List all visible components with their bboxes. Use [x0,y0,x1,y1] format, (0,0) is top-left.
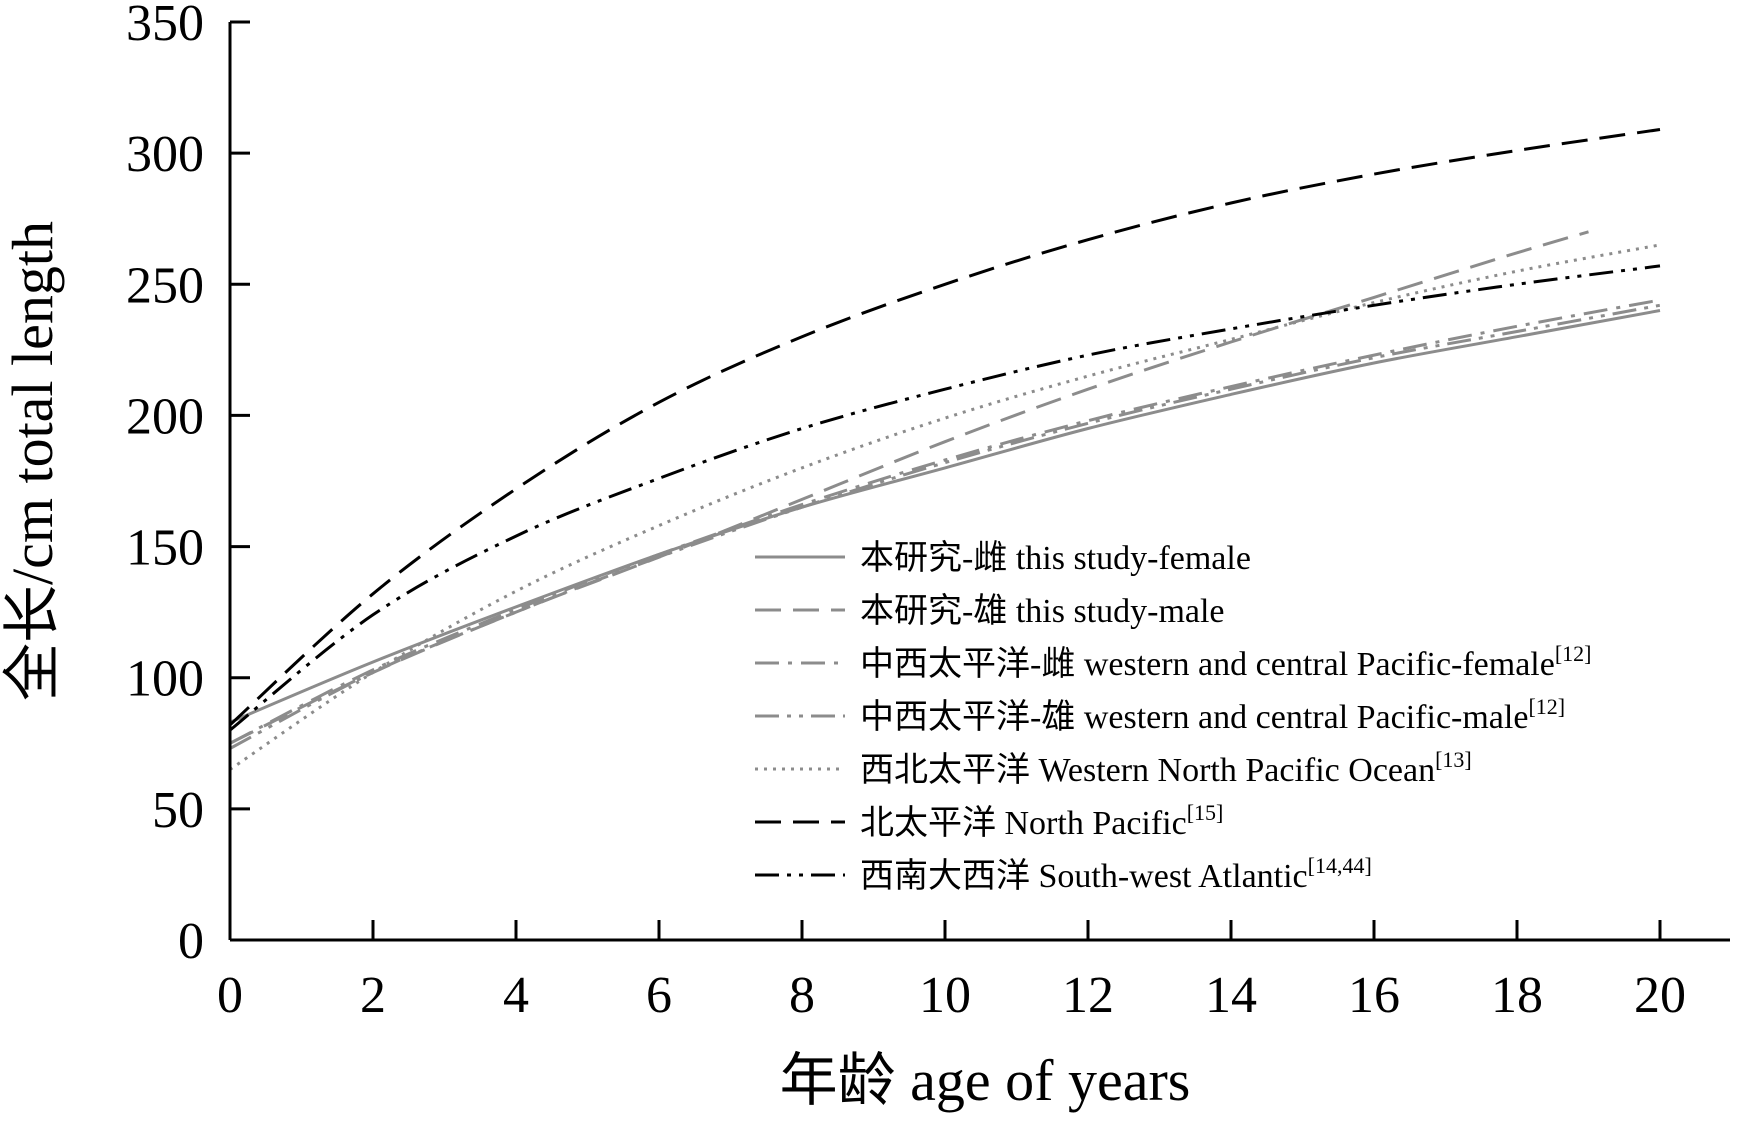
legend-entry: 本研究-雄 this study-male [860,592,1225,630]
x-axis-title: 年龄 age of years [780,1048,1191,1113]
y-tick-label: 50 [152,782,204,839]
y-tick-label: 300 [126,126,204,183]
x-tick-label: 2 [360,967,386,1024]
legend-entry: 北太平洋 North Pacific[15] [860,800,1223,842]
legend-reference: [12] [1528,694,1565,719]
legend: 本研究-雌 this study-female 本研究-雄 this study-… [755,539,1592,895]
legend-entry: 西北太平洋 Western North Pacific Ocean[13] [860,747,1472,789]
series-line-4 [229,303,1661,750]
legend-entry: 中西太平洋-雄 western and central Pacific-male… [860,694,1565,736]
x-ticks: 0 2 4 6 8 10 12 14 16 18 20 [217,920,1686,1024]
x-tick-label: 12 [1062,967,1114,1024]
x-tick-label: 20 [1634,967,1686,1024]
series-line-1 [229,309,1661,724]
plot-lines [228,128,1661,771]
x-tick-label: 4 [503,967,529,1024]
x-tick-label: 14 [1205,967,1257,1024]
x-tick-label: 8 [789,967,815,1024]
axes [228,22,1730,942]
legend-label: 北太平洋 North Pacific [860,804,1187,842]
y-tick-label: 200 [126,388,204,445]
x-tick-label: 16 [1348,967,1400,1024]
series-line-6 [228,128,1661,727]
series-line-3 [229,298,1661,745]
legend-reference: [14,44] [1308,853,1372,878]
y-tick-label: 0 [178,913,204,970]
legend-reference: [12] [1555,641,1592,666]
legend-label: 中西太平洋-雌 western and central Pacific-fema… [860,645,1555,683]
x-tick-label: 10 [919,967,971,1024]
x-tick-label: 18 [1491,967,1543,1024]
y-tick-label: 150 [126,520,204,577]
y-axis-title: 全长/cm total length [0,221,65,701]
series-line-2 [229,230,1589,745]
legend-label: 中西太平洋-雄 western and central Pacific-male [860,698,1528,736]
legend-label: 本研究-雌 this study-female [860,539,1251,577]
y-ticks: 0 50 100 150 200 250 300 350 [126,0,250,970]
legend-entry: 本研究-雌 this study-female [860,539,1251,577]
legend-entry: 西南大西洋 South-west Atlantic[14,44] [860,853,1372,895]
legend-label: 西北太平洋 Western North Pacific Ocean [860,751,1435,789]
legend-reference: [15] [1187,800,1224,825]
legend-entry: 中西太平洋-雌 western and central Pacific-fema… [860,641,1592,683]
series-line-5 [229,243,1661,771]
y-tick-label: 250 [126,257,204,314]
x-tick-label: 0 [217,967,243,1024]
series-line-7 [229,264,1661,732]
y-tick-label: 100 [126,651,204,708]
legend-reference: [13] [1435,747,1472,772]
legend-label: 西南大西洋 South-west Atlantic [860,857,1308,895]
legend-label: 本研究-雄 this study-male [860,592,1225,630]
y-tick-label: 350 [126,0,204,52]
x-tick-label: 6 [646,967,672,1024]
